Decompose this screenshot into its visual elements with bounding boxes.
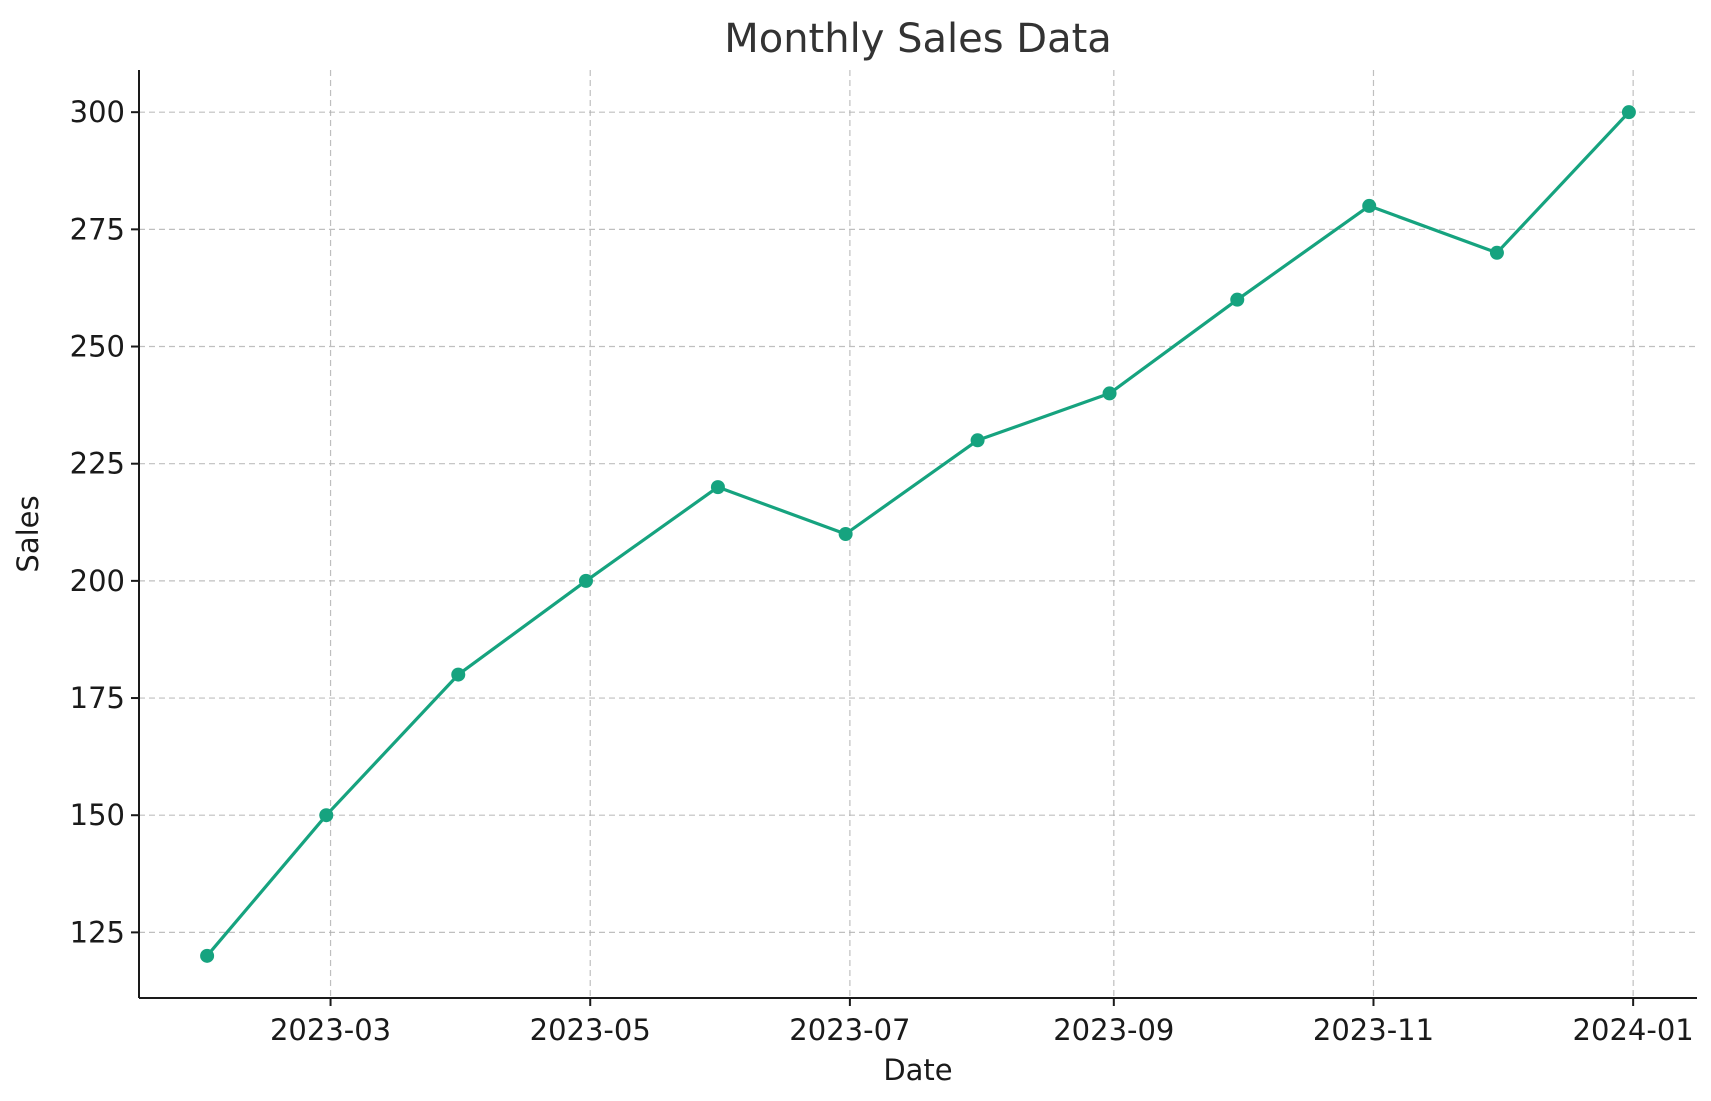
x-tick-label: 2024-01 <box>1573 1013 1694 1047</box>
data-point-marker <box>1621 105 1636 120</box>
y-axis-label: Sales <box>11 495 45 572</box>
data-point-marker <box>1102 386 1117 401</box>
y-tick-label: 125 <box>70 915 125 949</box>
x-tick-label: 2023-11 <box>1313 1013 1434 1047</box>
data-point-marker <box>319 808 334 823</box>
axes <box>138 70 1697 999</box>
y-tick-label: 200 <box>70 564 125 598</box>
x-tick-label: 2023-07 <box>789 1013 910 1047</box>
data-point-marker <box>578 573 593 588</box>
x-tick-label: 2023-09 <box>1053 1013 1174 1047</box>
data-point-marker <box>1362 198 1377 213</box>
y-tick-label: 175 <box>70 681 125 715</box>
data-point-marker <box>1230 292 1245 307</box>
y-tick-label: 150 <box>70 798 125 832</box>
x-tick-label: 2023-05 <box>530 1013 651 1047</box>
data-point-marker <box>838 527 853 541</box>
chart-title: Monthly Sales Data <box>724 16 1112 62</box>
y-tick-label: 300 <box>70 95 125 129</box>
series-line <box>205 111 1631 957</box>
data-point-marker <box>970 433 985 448</box>
data-point-marker <box>200 948 215 963</box>
series <box>200 105 1636 963</box>
x-axis-label: Date <box>883 1053 952 1087</box>
data-point-marker <box>710 480 725 495</box>
y-tick-label: 225 <box>70 447 125 481</box>
data-point-marker <box>1489 245 1504 260</box>
x-tick-label: 2023-03 <box>270 1013 391 1047</box>
data-point-marker <box>451 667 466 682</box>
grid <box>139 70 1697 998</box>
y-tick-label: 275 <box>70 212 125 246</box>
ticks: 125 150 175 200 225 250 275 300 2023-03 2023-05 20… <box>70 95 1694 1047</box>
y-tick-label: 250 <box>70 330 125 364</box>
